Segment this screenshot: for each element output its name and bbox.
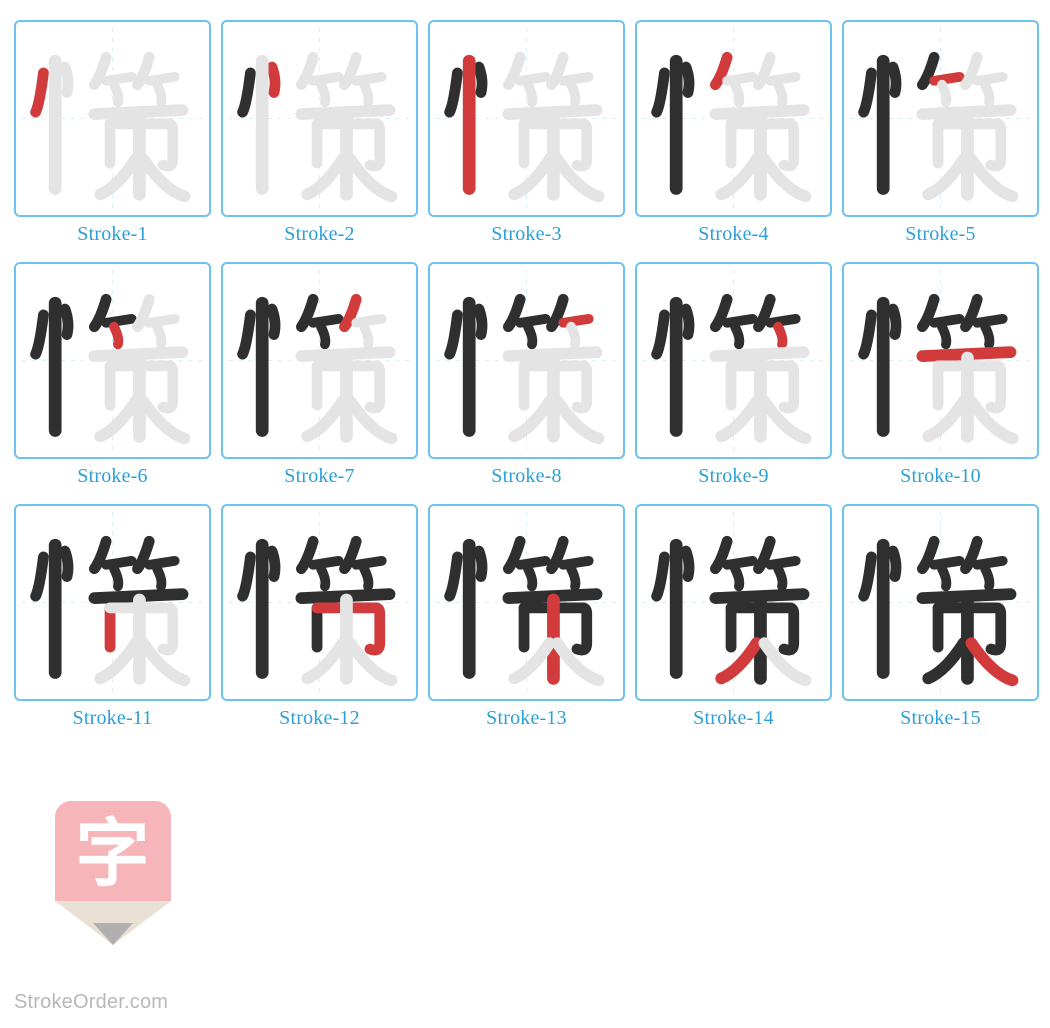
stroke-caption: Stroke-15 (900, 707, 981, 730)
stroke-cell: Stroke-8 (428, 262, 625, 488)
stroke-cell: Stroke-6 (14, 262, 211, 488)
stroke-caption: Stroke-12 (279, 707, 360, 730)
stroke-caption: Stroke-13 (486, 707, 567, 730)
stroke-cell: Stroke-11 (14, 504, 211, 730)
logo-char: 字 (76, 817, 150, 891)
stroke-caption: Stroke-4 (698, 223, 768, 246)
stroke-caption: Stroke-5 (905, 223, 975, 246)
stroke-tile (14, 504, 211, 701)
stroke-tile (842, 20, 1039, 217)
stroke-grid: Stroke-1 Stroke-2 Stroke-3 Stroke-4 Stro… (14, 20, 1044, 971)
watermark: StrokeOrder.com (14, 991, 168, 1014)
stroke-tile (635, 262, 832, 459)
stroke-tile (221, 262, 418, 459)
stroke-caption: Stroke-14 (693, 707, 774, 730)
stroke-tile (14, 262, 211, 459)
stroke-cell: Stroke-15 (842, 504, 1039, 730)
stroke-cell: Stroke-4 (635, 20, 832, 246)
stroke-cell: Stroke-7 (221, 262, 418, 488)
stroke-cell: Stroke-2 (221, 20, 418, 246)
stroke-cell: Stroke-9 (635, 262, 832, 488)
stroke-tile (635, 20, 832, 217)
stroke-cell: Stroke-10 (842, 262, 1039, 488)
stroke-tile (635, 504, 832, 701)
stroke-caption: Stroke-7 (284, 465, 354, 488)
stroke-cell: Stroke-3 (428, 20, 625, 246)
stroke-caption: Stroke-11 (73, 707, 153, 730)
stroke-tile (428, 504, 625, 701)
stroke-cell: Stroke-5 (842, 20, 1039, 246)
logo-cell: 字 (14, 746, 211, 971)
stroke-tile (221, 20, 418, 217)
stroke-tile (221, 504, 418, 701)
stroke-tile (14, 20, 211, 217)
stroke-caption: Stroke-1 (77, 223, 147, 246)
stroke-cell: Stroke-13 (428, 504, 625, 730)
stroke-caption: Stroke-2 (284, 223, 354, 246)
stroke-caption: Stroke-8 (491, 465, 561, 488)
stroke-caption: Stroke-10 (900, 465, 981, 488)
site-logo: 字 (55, 801, 171, 945)
stroke-tile (842, 504, 1039, 701)
stroke-cell: Stroke-1 (14, 20, 211, 246)
stroke-caption: Stroke-3 (491, 223, 561, 246)
stroke-tile (842, 262, 1039, 459)
pencil-tip-icon (55, 901, 171, 945)
stroke-tile (428, 20, 625, 217)
stroke-caption: Stroke-6 (77, 465, 147, 488)
stroke-tile (428, 262, 625, 459)
stroke-cell: Stroke-12 (221, 504, 418, 730)
stroke-cell: Stroke-14 (635, 504, 832, 730)
stroke-caption: Stroke-9 (698, 465, 768, 488)
